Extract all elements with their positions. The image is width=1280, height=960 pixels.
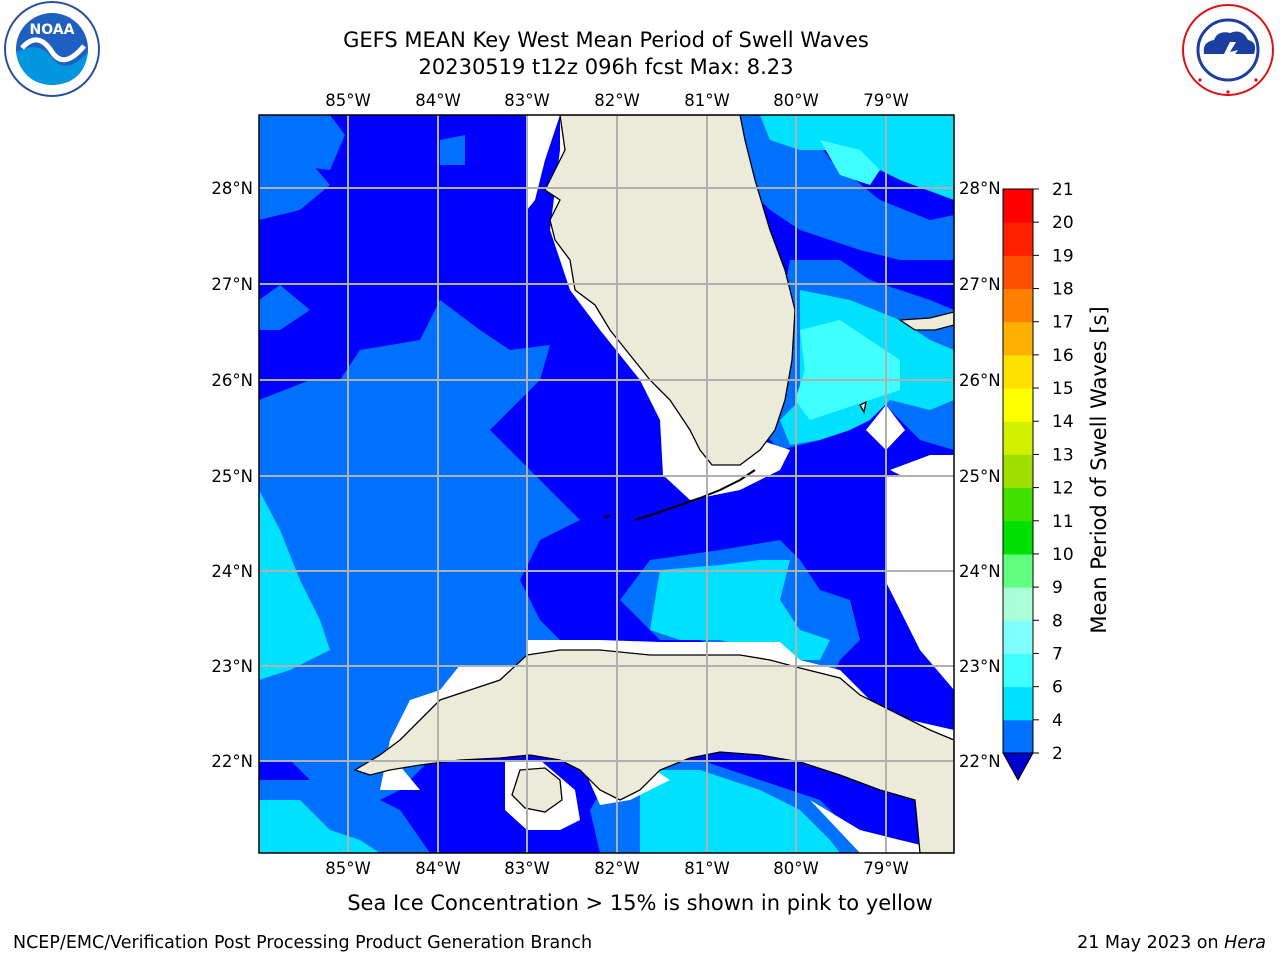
lon-label-top: 85°W — [325, 91, 371, 110]
nws-logo-icon — [1182, 4, 1274, 96]
map-title: GEFS MEAN Key West Mean Period of Swell … — [343, 28, 869, 52]
lon-label-bottom: 84°W — [415, 859, 461, 878]
colorbar-tick-label: 14 — [1052, 412, 1074, 432]
lat-label-right: 27°N — [959, 275, 1001, 294]
colorbar-segment — [1003, 321, 1033, 356]
colorbar-frame — [1002, 188, 1034, 754]
colorbar-tick-label: 13 — [1052, 445, 1074, 465]
colorbar-segment — [1003, 454, 1033, 489]
lat-label-right: 22°N — [959, 752, 1001, 771]
bahamas-land — [898, 311, 954, 331]
colorbar-tick-label: 2 — [1052, 744, 1063, 764]
lon-label-top: 82°W — [594, 91, 640, 110]
footer-host: Hera — [1224, 933, 1266, 953]
colorbar-segment — [1003, 189, 1033, 223]
colorbar-tick-label: 16 — [1052, 346, 1074, 366]
map-subtitle: 20230519 t12z 096h fcst Max: 8.23 — [418, 55, 794, 79]
colorbar-tick-label: 6 — [1052, 678, 1063, 698]
colorbar-segment — [1003, 553, 1033, 588]
colorbar-segment — [1003, 719, 1033, 754]
lat-label-right: 25°N — [959, 467, 1001, 486]
sea-ice-caption: Sea Ice Concentration > 15% is shown in … — [347, 891, 933, 915]
map-frame — [258, 114, 955, 854]
colorbar-segment — [1003, 653, 1033, 688]
colorbar-tick-label: 11 — [1052, 512, 1074, 532]
lon-label-bottom: 83°W — [504, 859, 550, 878]
andros-land — [859, 400, 867, 414]
colorbar-tick-label: 21 — [1052, 180, 1074, 200]
colorbar-segment — [1003, 421, 1033, 455]
florida-land — [544, 115, 796, 466]
colorbar-tick-label: 4 — [1052, 711, 1063, 731]
lat-label-left: 25°N — [211, 467, 253, 486]
lon-label-top: 80°W — [773, 91, 819, 110]
colorbar-tick-label: 17 — [1052, 313, 1074, 333]
lat-label-right: 23°N — [959, 657, 1001, 676]
colorbar-tick-label: 10 — [1052, 545, 1074, 565]
colorbar-extend-triangle — [1002, 752, 1034, 782]
colorbar-tick-label: 18 — [1052, 280, 1074, 300]
colorbar-segment — [1003, 620, 1033, 654]
footer-date-text: 21 May 2023 on — [1077, 933, 1225, 953]
colorbar-tick-label: 12 — [1052, 479, 1074, 499]
lon-label-bottom: 79°W — [863, 859, 909, 878]
colorbar-segment — [1003, 587, 1033, 621]
colorbar-segment — [1003, 354, 1033, 389]
colorbar-tick-label: 15 — [1052, 379, 1074, 399]
map-panel — [259, 115, 954, 853]
land-masses — [353, 115, 954, 853]
lon-label-bottom: 80°W — [773, 859, 819, 878]
footer-credit: NCEP/EMC/Verification Post Processing Pr… — [13, 933, 593, 953]
colorbar-tick-label: 8 — [1052, 611, 1063, 631]
lon-label-top: 84°W — [415, 91, 461, 110]
colorbar-tick-label: 9 — [1052, 578, 1063, 598]
isla-juventud-land — [511, 767, 563, 813]
colorbar-segment — [1003, 520, 1033, 555]
lat-label-left: 22°N — [211, 752, 253, 771]
lat-label-right: 28°N — [959, 179, 1001, 198]
footer-date: 21 May 2023 on Hera — [1077, 933, 1266, 953]
noaa-logo-text: NOAA — [30, 22, 75, 38]
lat-label-left: 26°N — [211, 371, 253, 390]
colorbar-tick-label: 7 — [1052, 644, 1063, 664]
lat-label-left: 23°N — [211, 657, 253, 676]
colorbar: 2 4 6 7 8 9 10 11 12 13 14 15 16 17 18 19 20 21 — [1002, 180, 1074, 782]
colorbar-tick-label: 20 — [1052, 213, 1074, 233]
colorbar-segment — [1003, 487, 1033, 522]
colorbar-segment — [1003, 255, 1033, 290]
colorbar-segment — [1003, 686, 1033, 721]
noaa-logo-icon: NOAA — [4, 1, 100, 97]
colorbar-segment — [1003, 288, 1033, 323]
swell-shading-6-7 — [795, 140, 900, 420]
colorbar-tick-label: 19 — [1052, 246, 1074, 266]
colorbar-label: Mean Period of Swell Waves [s] — [1087, 306, 1111, 633]
lon-label-top: 79°W — [863, 91, 909, 110]
florida-keys — [604, 469, 756, 521]
lat-label-left: 28°N — [211, 179, 253, 198]
lat-label-left: 24°N — [211, 562, 253, 581]
lon-label-bottom: 85°W — [325, 859, 371, 878]
lon-label-top: 83°W — [504, 91, 550, 110]
colorbar-segment — [1003, 388, 1033, 422]
lon-label-top: 81°W — [684, 91, 730, 110]
lat-label-right: 26°N — [959, 371, 1001, 390]
lon-label-bottom: 81°W — [684, 859, 730, 878]
colorbar-segment — [1003, 222, 1033, 256]
lon-label-bottom: 82°W — [594, 859, 640, 878]
graticule — [259, 115, 954, 853]
lat-label-left: 27°N — [211, 275, 253, 294]
lat-label-right: 24°N — [959, 562, 1001, 581]
